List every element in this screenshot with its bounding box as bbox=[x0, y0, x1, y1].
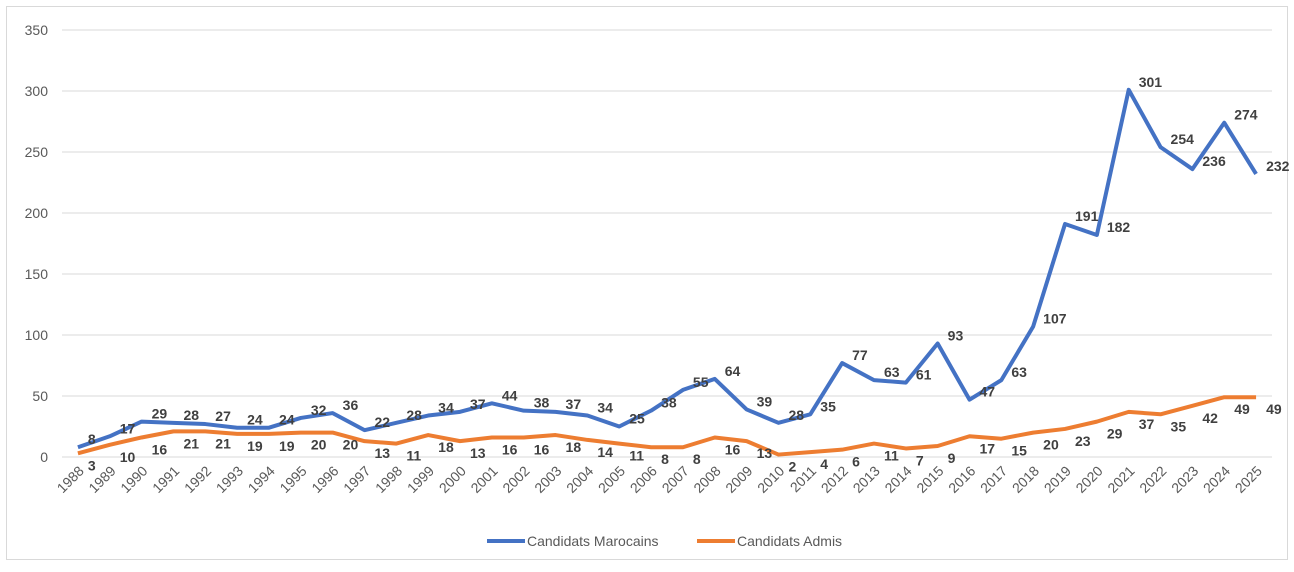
data-label: 64 bbox=[725, 363, 741, 379]
y-tick-label: 0 bbox=[40, 449, 48, 465]
data-label: 4 bbox=[820, 456, 828, 472]
y-tick-label: 300 bbox=[25, 83, 49, 99]
data-label: 20 bbox=[343, 437, 359, 453]
data-label: 8 bbox=[693, 451, 701, 467]
data-label: 24 bbox=[279, 412, 295, 428]
data-label: 19 bbox=[279, 438, 295, 454]
legend-label: Candidats Marocains bbox=[527, 533, 659, 549]
data-label: 15 bbox=[1011, 443, 1027, 459]
data-label: 301 bbox=[1139, 74, 1163, 90]
data-label: 14 bbox=[597, 444, 613, 460]
data-label: 35 bbox=[1171, 418, 1187, 434]
data-label: 232 bbox=[1266, 158, 1290, 174]
data-label: 7 bbox=[916, 452, 924, 468]
data-label: 29 bbox=[152, 406, 168, 422]
data-label: 49 bbox=[1234, 401, 1250, 417]
data-label: 236 bbox=[1202, 153, 1226, 169]
data-label: 13 bbox=[470, 445, 486, 461]
data-label: 29 bbox=[1107, 426, 1123, 442]
data-label: 2 bbox=[788, 459, 796, 475]
data-label: 39 bbox=[757, 393, 773, 409]
data-label: 32 bbox=[311, 402, 327, 418]
y-tick-label: 250 bbox=[25, 144, 49, 160]
data-label: 63 bbox=[884, 364, 900, 380]
data-label: 23 bbox=[1075, 433, 1091, 449]
data-label: 61 bbox=[916, 367, 932, 383]
data-label: 34 bbox=[438, 400, 454, 416]
data-label: 28 bbox=[406, 407, 422, 423]
data-label: 11 bbox=[406, 448, 421, 464]
data-label: 9 bbox=[948, 450, 956, 466]
y-tick-label: 200 bbox=[25, 205, 49, 221]
data-label: 37 bbox=[566, 396, 582, 412]
data-label: 16 bbox=[502, 441, 518, 457]
series-line bbox=[77, 395, 1257, 457]
data-label: 35 bbox=[820, 398, 836, 414]
data-label: 3 bbox=[88, 457, 96, 473]
data-label: 182 bbox=[1107, 219, 1131, 235]
data-label: 63 bbox=[1011, 364, 1027, 380]
data-label: 254 bbox=[1171, 131, 1195, 147]
data-label: 191 bbox=[1075, 208, 1099, 224]
data-label: 6 bbox=[852, 454, 860, 470]
data-label: 11 bbox=[629, 448, 644, 464]
legend-label: Candidats Admis bbox=[737, 533, 842, 549]
data-label: 11 bbox=[884, 448, 899, 464]
data-label: 55 bbox=[693, 374, 709, 390]
data-label: 18 bbox=[566, 439, 582, 455]
data-label: 34 bbox=[597, 400, 613, 416]
data-label: 10 bbox=[120, 449, 136, 465]
y-tick-label: 50 bbox=[32, 388, 48, 404]
data-label: 18 bbox=[438, 439, 454, 455]
data-label: 20 bbox=[311, 437, 327, 453]
data-label: 17 bbox=[980, 440, 996, 456]
data-label: 28 bbox=[183, 407, 199, 423]
y-tick-label: 100 bbox=[25, 327, 49, 343]
data-label: 8 bbox=[88, 431, 96, 447]
data-label: 27 bbox=[215, 408, 231, 424]
data-label: 19 bbox=[247, 438, 263, 454]
data-label: 28 bbox=[788, 407, 804, 423]
data-label: 16 bbox=[152, 441, 168, 457]
data-label: 38 bbox=[534, 395, 550, 411]
data-label: 93 bbox=[948, 328, 964, 344]
data-label: 42 bbox=[1202, 410, 1218, 426]
data-label: 20 bbox=[1043, 437, 1059, 453]
data-label: 38 bbox=[661, 395, 677, 411]
data-label: 22 bbox=[375, 414, 391, 430]
data-label: 21 bbox=[183, 435, 199, 451]
data-label: 77 bbox=[852, 347, 868, 363]
data-label: 36 bbox=[343, 397, 359, 413]
data-label: 16 bbox=[725, 441, 741, 457]
series-line bbox=[77, 87, 1258, 450]
data-label: 25 bbox=[629, 411, 645, 427]
data-label: 8 bbox=[661, 451, 669, 467]
data-label: 13 bbox=[375, 445, 391, 461]
data-label: 16 bbox=[534, 441, 550, 457]
data-label: 37 bbox=[1139, 416, 1155, 432]
y-tick-label: 150 bbox=[25, 266, 49, 282]
data-label: 47 bbox=[980, 384, 996, 400]
chart-border bbox=[6, 6, 1288, 560]
data-label: 37 bbox=[470, 396, 486, 412]
data-label: 13 bbox=[757, 445, 773, 461]
data-label: 17 bbox=[120, 420, 136, 436]
data-label: 107 bbox=[1043, 310, 1067, 326]
data-label: 21 bbox=[215, 435, 231, 451]
y-tick-label: 350 bbox=[25, 22, 49, 38]
data-label: 24 bbox=[247, 412, 263, 428]
data-label: 44 bbox=[502, 387, 518, 403]
data-label: 274 bbox=[1234, 107, 1258, 123]
data-label: 49 bbox=[1266, 401, 1282, 417]
